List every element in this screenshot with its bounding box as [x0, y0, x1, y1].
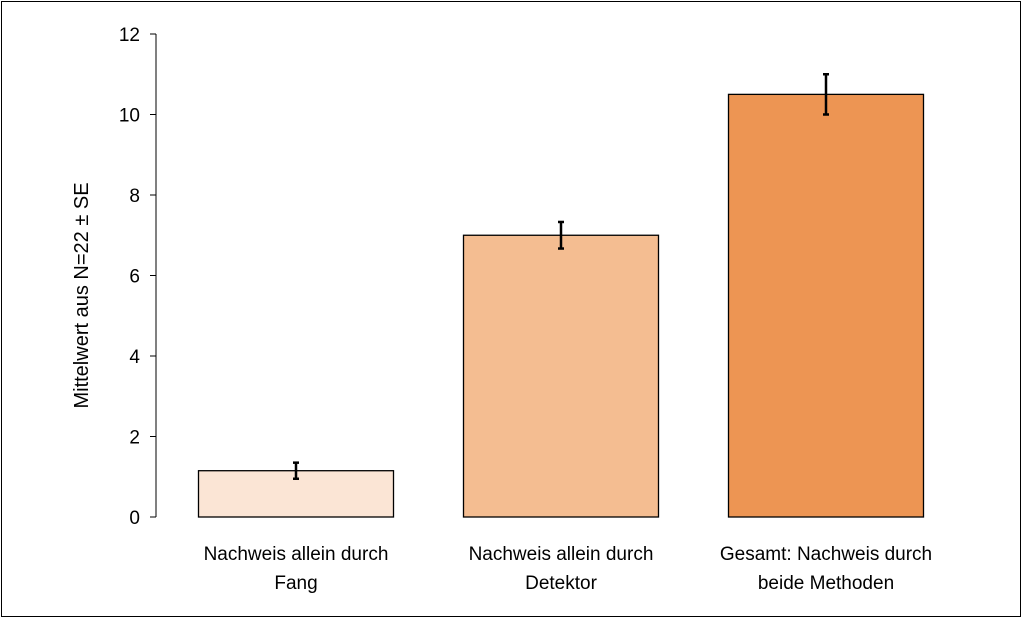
bars — [197, 93, 925, 518]
bar — [727, 93, 925, 518]
y-axis-title: Mittelwert aus N=22 ± SE — [71, 182, 93, 408]
y-tick-label: 0 — [129, 508, 140, 529]
y-tick-label: 10 — [119, 106, 140, 127]
y-axis: 0 2 4 6 8 10 12 — [119, 25, 157, 529]
x-category-label: Nachweis allein durch Detektor — [469, 544, 654, 594]
y-tick-label: 4 — [129, 347, 140, 368]
y-tick-label: 12 — [119, 25, 140, 46]
error-bars — [293, 73, 829, 481]
x-axis-labels: Nachweis allein durch Fang Nachweis allein… — [204, 544, 933, 594]
y-tick-label: 2 — [129, 428, 140, 449]
x-category-label: Gesamt: Nachweis durch beide Methoden — [720, 544, 932, 594]
bar — [462, 234, 660, 518]
y-tick-label: 6 — [129, 267, 140, 288]
x-category-label: Nachweis allein durch Fang — [204, 544, 389, 594]
y-tick-label: 8 — [129, 186, 140, 207]
